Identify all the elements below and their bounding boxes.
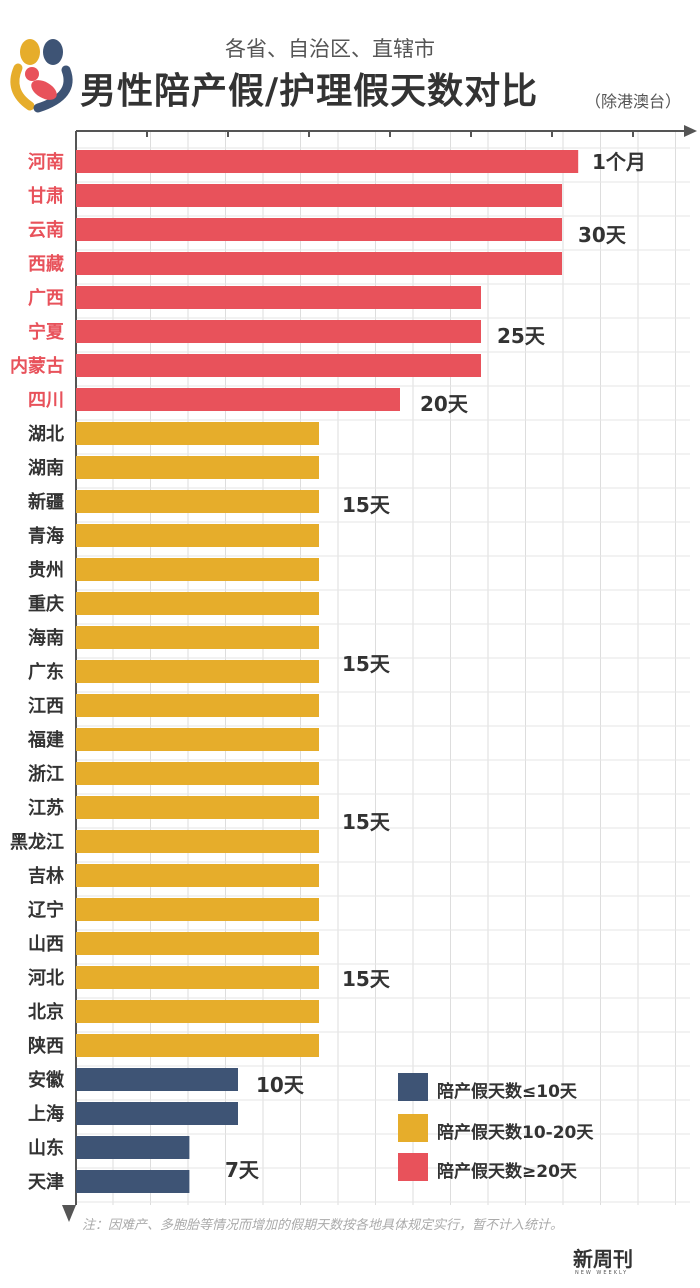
bar-河北 (76, 966, 319, 989)
category-label: 广西 (28, 287, 64, 309)
bar-山西 (76, 932, 319, 955)
bar-西藏 (76, 252, 562, 275)
annotation-15-days: 15天 (342, 810, 390, 834)
bar-吉林 (76, 864, 319, 887)
x-axis-arrow (684, 125, 697, 137)
bar-湖北 (76, 422, 319, 445)
annotation-7-days: 7天 (225, 1158, 259, 1182)
bar-海南 (76, 626, 319, 649)
category-label: 上海 (28, 1103, 64, 1125)
category-label: 广东 (28, 661, 64, 683)
bar-云南 (76, 218, 562, 241)
annotation-20-days: 20天 (420, 392, 468, 416)
category-label: 湖南 (28, 457, 64, 479)
bar-辽宁 (76, 898, 319, 921)
bar-河南 (76, 150, 579, 173)
category-label: 新疆 (28, 491, 64, 513)
bar-广东 (76, 660, 319, 683)
category-label: 重庆 (28, 593, 64, 615)
category-label: 湖北 (28, 424, 64, 445)
chart-subtitle: 各省、自治区、直辖市 (225, 37, 435, 61)
bar-北京 (76, 1000, 319, 1023)
category-label: 贵州 (28, 560, 64, 581)
category-label: 吉林 (28, 865, 64, 887)
footnote: 注：因难产、多胞胎等情况而增加的假期天数按各地具体规定实行，暂不计入统计。 (82, 1218, 564, 1233)
y-axis-arrow (62, 1205, 76, 1222)
bar-四川 (76, 388, 400, 411)
legend-label-mid: 陪产假天数10-20天 (437, 1123, 594, 1143)
annotation-30-days: 30天 (578, 223, 626, 247)
brand-logo-en: NEW WEEKLY (575, 1270, 629, 1276)
bar-山东 (76, 1136, 190, 1159)
legend-label-low: 陪产假天数≤10天 (437, 1082, 577, 1102)
annotation-1-month: 1个月 (592, 150, 646, 174)
category-label: 北京 (28, 1001, 64, 1023)
category-label: 四川 (28, 390, 64, 411)
category-label: 福建 (27, 729, 64, 751)
legend-label-high: 陪产假天数≥20天 (437, 1162, 577, 1182)
annotation-15-days: 15天 (342, 967, 390, 991)
bar-安徽 (76, 1068, 238, 1091)
annotation-15-days: 15天 (342, 493, 390, 517)
legend-swatch-high (398, 1153, 428, 1181)
annotation-15-days: 15天 (342, 652, 390, 676)
category-label: 辽宁 (28, 899, 64, 921)
bar-江苏 (76, 796, 319, 819)
annotation-25-days: 25天 (497, 324, 545, 348)
logo-icon (10, 39, 73, 113)
bar-青海 (76, 524, 319, 547)
category-label: 陕西 (28, 1035, 64, 1057)
category-label: 西藏 (28, 254, 64, 275)
legend-swatch-mid (398, 1114, 428, 1142)
bar-福建 (76, 728, 319, 751)
category-label: 甘肃 (28, 185, 64, 207)
bar-江西 (76, 694, 319, 717)
brand-logo: 新周刊 (573, 1247, 633, 1271)
category-label: 山东 (28, 1137, 64, 1159)
bar-贵州 (76, 558, 319, 581)
category-label: 青海 (28, 525, 64, 547)
bar-广西 (76, 286, 481, 309)
chart-title: 男性陪产假/护理假天数对比 (80, 71, 539, 112)
category-label: 内蒙古 (10, 355, 64, 377)
bar-湖南 (76, 456, 319, 479)
category-label: 云南 (28, 219, 64, 241)
legend-swatch-low (398, 1073, 428, 1101)
bar-重庆 (76, 592, 319, 615)
bar-黑龙江 (76, 830, 319, 853)
bar-内蒙古 (76, 354, 481, 377)
category-label: 天津 (28, 1171, 64, 1193)
bar-陕西 (76, 1034, 319, 1057)
annotation-10-days: 10天 (256, 1073, 304, 1097)
category-label: 江西 (28, 696, 64, 717)
bar-上海 (76, 1102, 238, 1125)
bar-甘肃 (76, 184, 562, 207)
category-label: 河南 (28, 151, 64, 173)
category-label: 河北 (28, 968, 64, 989)
category-label: 黑龙江 (10, 831, 64, 853)
title-note: （除港澳台） (585, 92, 682, 111)
category-label: 山西 (28, 934, 64, 955)
category-label: 江苏 (28, 797, 64, 819)
bar-浙江 (76, 762, 319, 785)
bar-宁夏 (76, 320, 481, 343)
category-label: 宁夏 (28, 321, 65, 343)
category-label: 海南 (28, 627, 64, 649)
category-label: 安徽 (28, 1069, 65, 1091)
bar-新疆 (76, 490, 319, 513)
category-label: 浙江 (28, 763, 64, 785)
bar-天津 (76, 1170, 190, 1193)
